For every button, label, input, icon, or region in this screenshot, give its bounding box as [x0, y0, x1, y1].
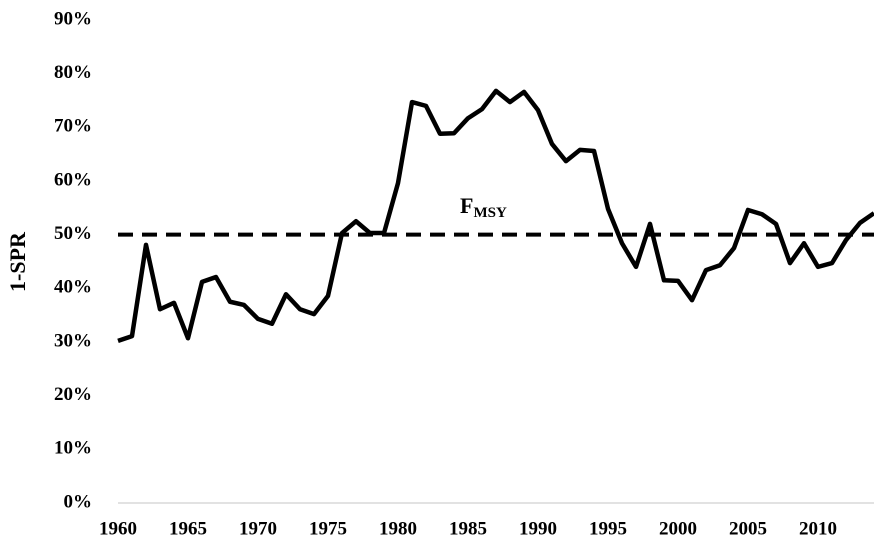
x-tick-label: 1980 — [379, 518, 417, 539]
y-tick-label: 80% — [54, 62, 92, 83]
y-tick-label: 20% — [54, 384, 92, 405]
x-tick-label: 1990 — [519, 518, 557, 539]
y-tick-label: 40% — [54, 277, 92, 298]
x-tick-label: 1985 — [449, 518, 487, 539]
x-tick-label: 1995 — [589, 518, 627, 539]
y-tick-label: 50% — [54, 223, 92, 244]
x-tick-label: 2010 — [799, 518, 837, 539]
x-tick-label: 2005 — [729, 518, 767, 539]
reference-label-main: F — [460, 193, 473, 218]
y-tick-label: 70% — [54, 116, 92, 137]
x-tick-label: 1975 — [309, 518, 347, 539]
y-tick-label: 0% — [64, 491, 93, 512]
x-tick-label: 1970 — [239, 518, 277, 539]
reference-label-subscript: MSY — [473, 205, 507, 221]
x-tick-label: 1965 — [169, 518, 207, 539]
y-axis-label: 1-SPR — [5, 231, 30, 292]
y-tick-label: 30% — [54, 330, 92, 351]
y-tick-label: 90% — [54, 8, 92, 29]
y-tick-label: 60% — [54, 169, 92, 190]
x-tick-label: 2000 — [659, 518, 697, 539]
data-line — [117, 88, 874, 344]
y-tick-label: 10% — [54, 438, 92, 459]
x-tick-label: 1960 — [99, 518, 137, 539]
reference-label: FMSY — [460, 193, 507, 221]
